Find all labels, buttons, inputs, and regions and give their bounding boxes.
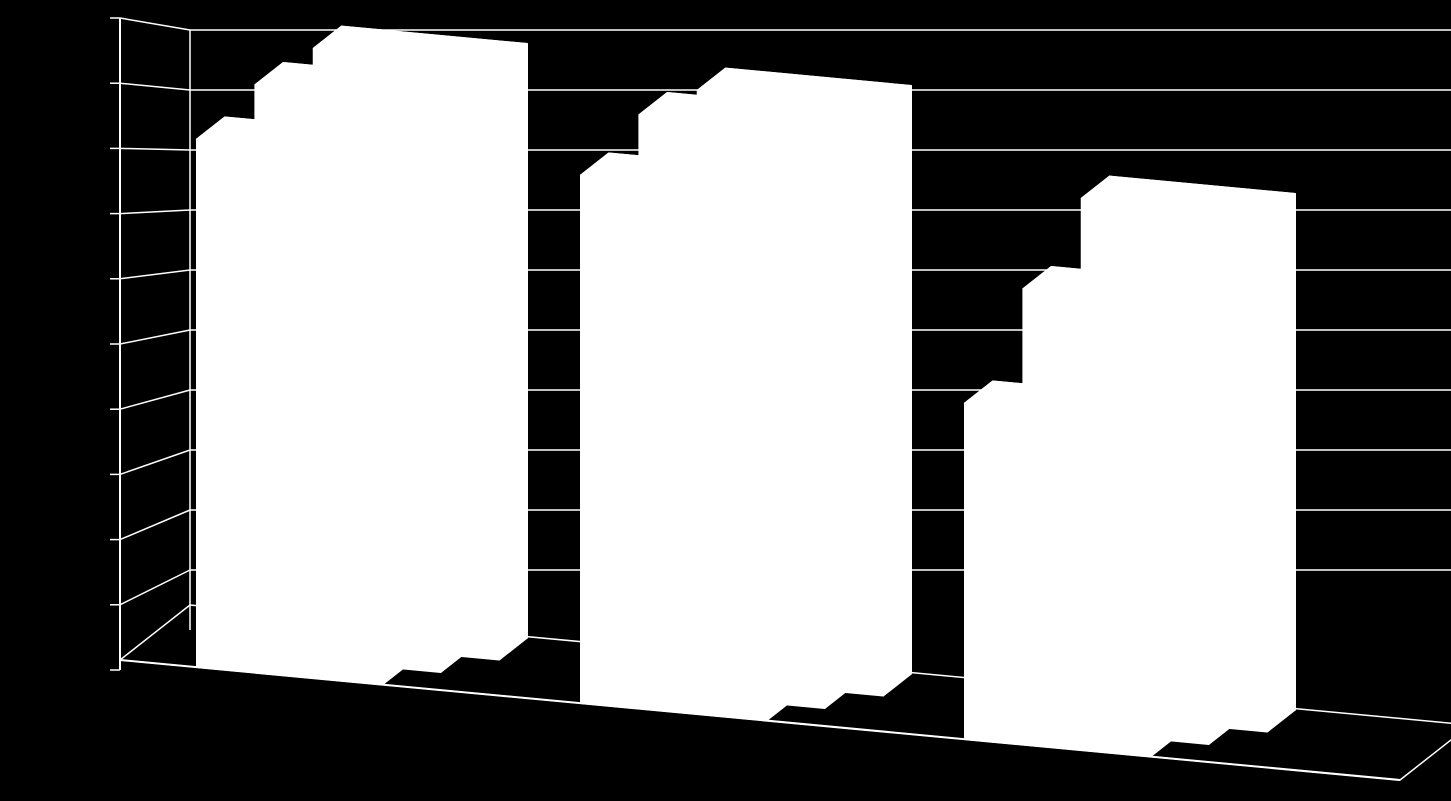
y-axis [110,18,120,670]
g1-front [197,117,411,684]
g2-front [581,153,795,720]
bar-chart-3d [0,0,1451,801]
g3-front [965,381,1179,756]
bars [197,26,1295,756]
